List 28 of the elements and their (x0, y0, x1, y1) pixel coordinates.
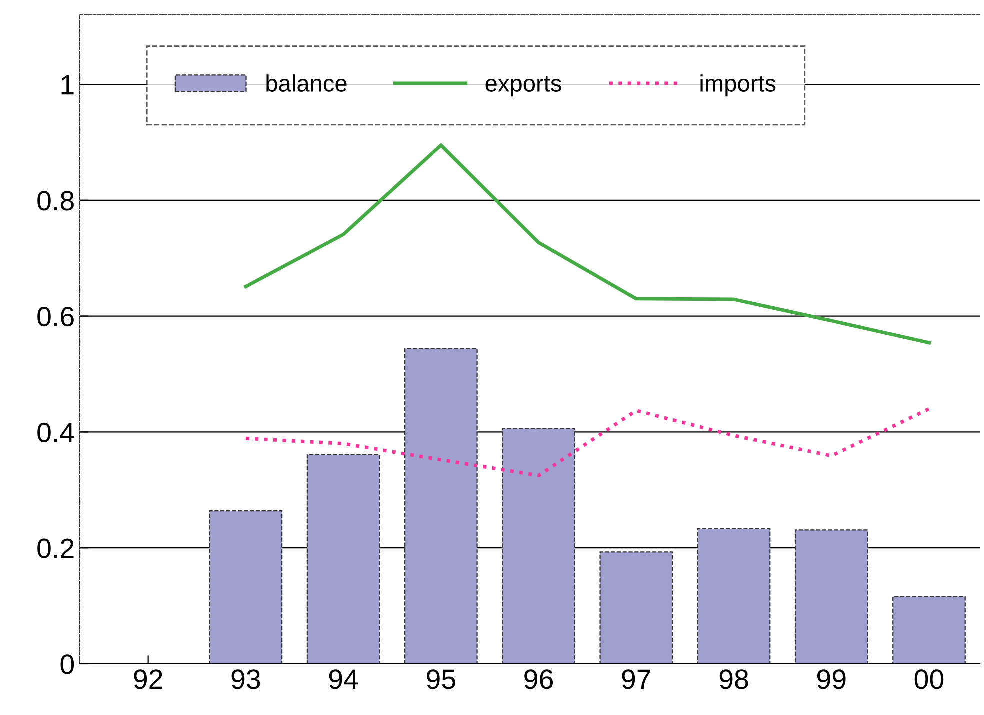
bar (502, 428, 576, 664)
x-tick-label: 97 (622, 670, 650, 690)
bar (794, 530, 868, 664)
bar (697, 528, 771, 664)
x-tick-label: 96 (524, 670, 554, 690)
legend-label: imports (700, 74, 776, 97)
bar (600, 552, 674, 664)
bar (306, 454, 380, 664)
x-tick-label: 92 (134, 670, 162, 690)
y-tick-label: 0.4 (38, 422, 74, 443)
line-series (244, 144, 931, 345)
x-tick-label: 93 (232, 670, 260, 690)
y-tick-label: 1 (62, 75, 74, 95)
x-tick-label: 98 (720, 670, 748, 690)
line-series (244, 407, 931, 478)
legend-label: balance (266, 74, 347, 92)
bar (209, 510, 283, 664)
x-tick-label: 99 (817, 670, 846, 690)
x-tick-label: 00 (914, 670, 944, 690)
y-tick-label: 0.6 (38, 306, 74, 327)
x-tick-label: 95 (427, 670, 456, 690)
y-tick-label: 0.2 (38, 538, 74, 558)
legend-label: exports (486, 76, 562, 97)
y-tick-label: 0.8 (38, 191, 74, 211)
x-tick-label: 94 (329, 670, 358, 690)
bar (404, 348, 478, 664)
bar (892, 596, 966, 664)
y-tick-label: 0 (60, 654, 74, 674)
